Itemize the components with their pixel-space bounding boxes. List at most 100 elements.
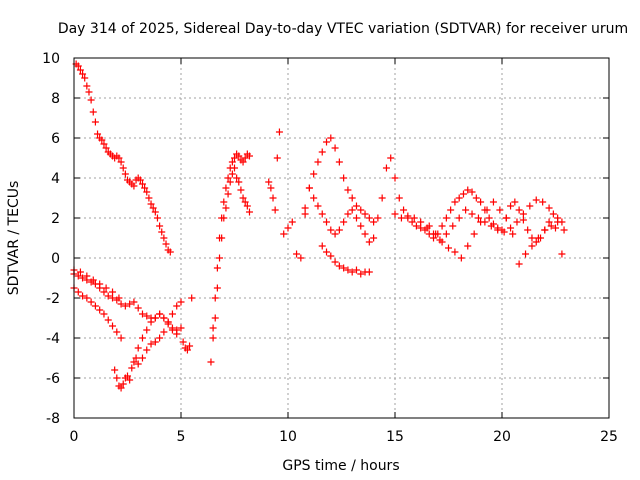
data-point <box>532 238 540 246</box>
data-point <box>310 170 318 178</box>
data-point <box>145 194 153 202</box>
data-point <box>228 170 236 178</box>
data-point <box>115 154 123 162</box>
data-point <box>352 202 360 210</box>
data-point <box>224 174 232 182</box>
series-sat-a <box>72 60 174 256</box>
data-point <box>83 272 91 280</box>
data-point <box>235 178 243 186</box>
data-point <box>327 134 335 142</box>
y-tick-label: 2 <box>51 211 60 227</box>
plot-frame <box>73 57 610 419</box>
data-point <box>74 272 82 280</box>
data-point <box>100 288 108 296</box>
data-point <box>76 268 84 276</box>
data-point <box>327 226 335 234</box>
data-point <box>477 218 485 226</box>
data-point <box>370 218 378 226</box>
data-point <box>365 238 373 246</box>
data-point <box>138 180 146 188</box>
data-point <box>327 252 335 260</box>
y-tick-label: -4 <box>46 331 60 347</box>
data-point <box>357 206 365 214</box>
data-point <box>237 186 245 194</box>
data-point <box>74 288 82 296</box>
data-point <box>269 194 277 202</box>
series-sat-o <box>391 196 566 258</box>
data-point <box>378 194 386 202</box>
series-sat-g <box>179 294 196 354</box>
data-point <box>474 214 482 222</box>
data-point <box>447 206 455 214</box>
y-axis-label: SDTVAR / TECUs <box>6 181 22 296</box>
y-tick-label: 10 <box>42 51 60 67</box>
data-point <box>151 208 159 216</box>
data-point <box>271 206 279 214</box>
data-point <box>100 310 108 318</box>
data-point <box>138 334 146 342</box>
data-point <box>352 214 360 222</box>
data-point <box>445 244 452 252</box>
data-point <box>136 176 144 184</box>
data-point <box>310 194 318 202</box>
data-point <box>275 128 283 136</box>
data-point <box>545 218 553 226</box>
data-point <box>117 334 125 342</box>
data-point <box>117 158 125 166</box>
data-point <box>522 250 530 258</box>
data-point <box>134 304 142 312</box>
data-point <box>91 302 99 310</box>
data-point <box>179 338 187 346</box>
data-point <box>216 254 224 262</box>
data-point <box>241 154 249 162</box>
data-point <box>387 154 395 162</box>
data-point <box>554 218 562 226</box>
data-point <box>348 268 356 276</box>
series-sat-i <box>209 164 253 342</box>
data-point <box>331 144 339 152</box>
data-point <box>96 280 104 288</box>
data-point <box>87 298 95 306</box>
data-point <box>507 202 515 210</box>
data-point <box>340 264 348 272</box>
data-point <box>410 214 418 222</box>
data-point <box>115 294 123 302</box>
data-point <box>483 206 491 214</box>
data-point <box>455 214 463 222</box>
data-point <box>335 226 343 234</box>
data-point <box>109 322 117 330</box>
data-point <box>94 130 102 138</box>
data-point <box>220 198 228 206</box>
data-point <box>318 148 326 156</box>
data-point <box>532 196 540 204</box>
data-point <box>160 314 168 322</box>
data-point <box>158 228 166 236</box>
data-point <box>547 222 555 230</box>
data-point <box>348 194 356 202</box>
data-point <box>323 138 331 146</box>
data-point <box>241 198 249 206</box>
data-point <box>331 230 339 238</box>
data-point <box>549 210 557 218</box>
data-point <box>143 326 151 334</box>
data-point <box>331 258 339 266</box>
data-point <box>245 208 253 216</box>
data-point <box>160 328 168 336</box>
data-point <box>451 248 459 256</box>
series-sat-f <box>134 310 185 352</box>
data-point <box>226 178 234 186</box>
data-point <box>539 198 547 206</box>
data-point <box>432 230 440 238</box>
data-point <box>297 254 305 262</box>
data-point <box>183 346 191 354</box>
data-point <box>138 354 146 362</box>
data-point <box>128 364 136 372</box>
data-point <box>147 340 155 348</box>
data-point <box>218 234 226 242</box>
data-point <box>513 218 521 226</box>
data-point <box>348 206 356 214</box>
data-point <box>235 152 243 160</box>
data-point <box>280 230 288 238</box>
data-point <box>156 310 164 318</box>
data-point <box>365 268 373 276</box>
